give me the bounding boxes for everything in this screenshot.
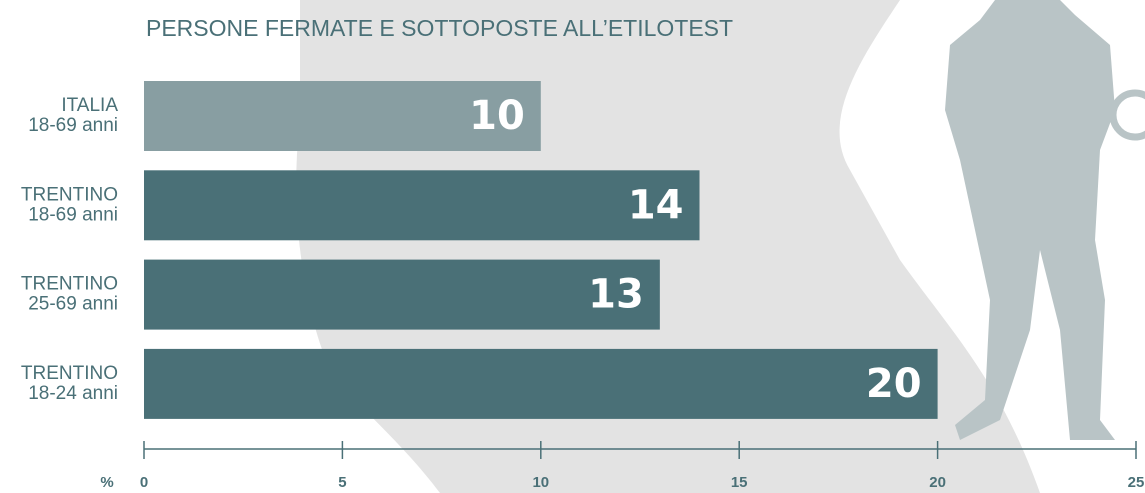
category-label: 18-69 anni: [28, 204, 118, 225]
bar: [144, 349, 938, 419]
bar: [144, 170, 700, 240]
x-tick-label: 5: [338, 474, 346, 491]
x-tick-label: 20: [929, 474, 946, 491]
x-tick-label: 10: [532, 474, 549, 491]
background-shape: [296, 0, 1040, 493]
category-label: 25-69 anni: [28, 294, 118, 315]
category-label: TRENTINO: [21, 274, 118, 295]
x-tick-label: 25: [1128, 474, 1145, 491]
x-tick-label: 0: [140, 474, 148, 491]
category-label: TRENTINO: [21, 363, 118, 384]
category-label: 18-24 anni: [28, 383, 118, 404]
value-label: 14: [628, 182, 684, 228]
value-label: 13: [588, 272, 644, 318]
category-label: ITALIA: [61, 95, 118, 116]
chart: PERSONE FERMATE E SOTTOPOSTE ALL’ETILOTE…: [0, 0, 1145, 493]
value-label: 10: [469, 93, 525, 139]
bar: [144, 260, 660, 330]
category-label: 18-69 anni: [28, 115, 118, 136]
chart-title: PERSONE FERMATE E SOTTOPOSTE ALL’ETILOTE…: [146, 15, 733, 41]
x-tick-label: 15: [731, 474, 748, 491]
x-axis-label: %: [100, 474, 113, 491]
value-label: 20: [866, 361, 922, 407]
category-label: TRENTINO: [21, 184, 118, 205]
